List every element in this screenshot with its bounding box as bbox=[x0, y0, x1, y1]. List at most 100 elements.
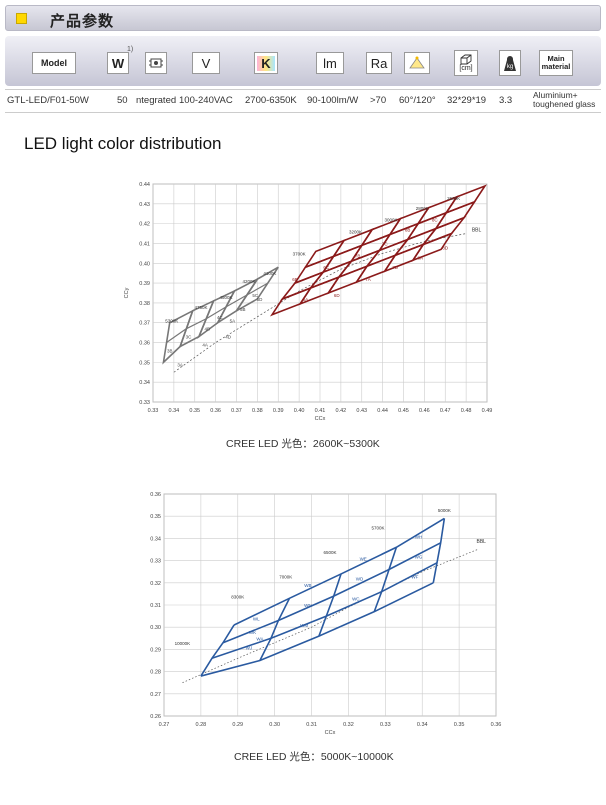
chart1-x-tick-label: 0.46 bbox=[419, 408, 430, 414]
kelvin-chip-label: K bbox=[257, 55, 275, 71]
chart1-x-tick-label: 0.38 bbox=[252, 408, 263, 414]
chart2-bin-label: WB bbox=[304, 583, 311, 588]
chart2-caption: CREE LED 光色：5000K~10000K bbox=[234, 751, 394, 763]
chart2-y-tick-label: 0.29 bbox=[150, 647, 161, 653]
chart1-x-tick-label: 0.33 bbox=[148, 408, 159, 414]
chart1-x-tick-label: 0.42 bbox=[336, 408, 347, 414]
chart2-bin-label: WK bbox=[249, 630, 256, 635]
chart2-bin-label: WD bbox=[356, 577, 364, 582]
spec-watt: 50 bbox=[117, 95, 128, 106]
chart2-bin-label: WE bbox=[360, 557, 367, 562]
chart1-cool-bin-label: 5B bbox=[240, 307, 246, 312]
size-unit-label: [cm] bbox=[459, 64, 473, 72]
chart1-cct-label: 4750K bbox=[195, 305, 208, 310]
section-header-title: 产品参数 bbox=[50, 13, 115, 30]
chart1-caption: CREE LED 光色：2600K~5300K bbox=[226, 438, 380, 450]
chart1-cct-label: 3200K bbox=[349, 230, 362, 235]
chart1-y-tick-label: 0.36 bbox=[139, 341, 150, 347]
spec-chip: ntegrated bbox=[136, 95, 177, 106]
spec-size: 32*29*19 bbox=[447, 95, 487, 106]
watt-superscript: 1) bbox=[127, 46, 134, 53]
chart2-y-tick-label: 0.31 bbox=[150, 603, 161, 609]
chart2-bin-label: WL bbox=[253, 617, 260, 622]
spec-icon-bar: Model W 1) V K lm Ra [cm] kg Main materi… bbox=[5, 36, 601, 86]
chart1-bbl-curve bbox=[173, 233, 467, 373]
chart2-cct-label: 8300K bbox=[231, 594, 244, 599]
chart1-cct-label: 4100K bbox=[263, 271, 276, 276]
chart2-y-tick-label: 0.34 bbox=[150, 536, 161, 542]
chart1-bbl-label: BBL bbox=[472, 228, 482, 234]
chart2-bin-label: WJ bbox=[246, 645, 253, 650]
chart1-y-tick-label: 0.42 bbox=[139, 222, 150, 228]
chart1-y-tick-label: 0.35 bbox=[139, 360, 150, 366]
chart1-cool-bin-divider bbox=[205, 306, 227, 320]
cct-distribution-chart-cool: 0.27 0.28 0.29 0.30 0.31 0.32 0.33 0.34 0.35 0.36… bbox=[150, 492, 502, 736]
chart1-warm-bin-label: 6A bbox=[303, 297, 309, 302]
chart1-x-tick-label: 0.35 bbox=[189, 408, 200, 414]
chart2-bbl-curve bbox=[182, 549, 478, 684]
chart1-x-tick-label: 0.47 bbox=[440, 408, 451, 414]
chart2-x-tick-label: 0.30 bbox=[269, 722, 280, 728]
chart2-y-tick-label: 0.30 bbox=[150, 625, 161, 631]
chart1-y-tick-label: 0.38 bbox=[139, 301, 150, 307]
chart1-y-tick-label: 0.37 bbox=[139, 321, 150, 327]
chart1-cct-label: 2600K bbox=[447, 196, 460, 201]
chart1-cool-bin-label: 4B bbox=[205, 327, 211, 332]
chart1-cool-bin-label: 4C bbox=[217, 315, 224, 320]
chart2-bin-label: WN bbox=[304, 603, 312, 608]
chart1-y-axis-label: CCy bbox=[124, 287, 130, 298]
weight-icon: kg bbox=[499, 50, 521, 76]
chart2-bin-label: WA bbox=[256, 637, 263, 642]
chart2-x-tick-label: 0.33 bbox=[380, 722, 391, 728]
chart2-x-tick-label: 0.34 bbox=[417, 722, 428, 728]
material-chip: Main material bbox=[539, 50, 573, 76]
section-title: LED light color distribution bbox=[24, 134, 222, 153]
chart1-cool-bin-divider bbox=[246, 282, 269, 296]
chart2-cct-label: 5700K bbox=[371, 526, 384, 531]
chart1-cct-label: 2800K bbox=[416, 206, 429, 211]
spec-efficacy: 90-100lm/W bbox=[307, 95, 359, 106]
chart1-cool-bin-label: 3A bbox=[177, 362, 183, 367]
chart1-cool-bin-divider bbox=[166, 328, 187, 344]
chart2-bin-label: WF bbox=[411, 574, 418, 579]
chart1-cool-bin-outline bbox=[235, 266, 279, 312]
chart2-bbl-label: BBL bbox=[477, 539, 487, 545]
chart1-x-tick-label: 0.48 bbox=[461, 408, 472, 414]
yellow-square-icon bbox=[16, 13, 27, 24]
chart2-bin-row-line bbox=[233, 517, 445, 626]
chart2-cct-label: 5000K bbox=[438, 508, 451, 513]
chart1-y-tick-label: 0.44 bbox=[139, 182, 150, 188]
chart2-bin-label: WH bbox=[415, 534, 423, 539]
chart1-cool-bin-label: 4A bbox=[202, 343, 208, 348]
chart2-y-tick-label: 0.27 bbox=[150, 692, 161, 698]
chart1-y-tick-label: 0.40 bbox=[139, 261, 150, 267]
spec-material-line1: Aluminium+ bbox=[533, 90, 578, 100]
chart2-x-tick-label: 0.31 bbox=[306, 722, 317, 728]
chart1-x-tick-label: 0.41 bbox=[315, 408, 326, 414]
chart1-x-tick-label: 0.49 bbox=[482, 408, 493, 414]
chart2-bin-column-line bbox=[432, 518, 446, 583]
spec-material-line2: toughened glass bbox=[533, 99, 596, 109]
dimension-box-icon: [cm] bbox=[454, 50, 478, 76]
chart1-x-tick-label: 0.45 bbox=[398, 408, 409, 414]
chart1-y-tick-label: 0.41 bbox=[139, 241, 150, 247]
spec-ra: >70 bbox=[370, 95, 387, 106]
chart2-y-tick-label: 0.26 bbox=[150, 714, 161, 720]
chart2-x-tick-label: 0.36 bbox=[491, 722, 502, 728]
beam-angle-icon bbox=[404, 52, 430, 74]
chart1-cool-bin-divider bbox=[225, 294, 248, 308]
chart2-bin-label: WC bbox=[352, 597, 360, 602]
chart1-x-tick-label: 0.36 bbox=[210, 408, 221, 414]
chart1-x-tick-label: 0.34 bbox=[169, 408, 180, 414]
chart1-warm-bin-cell bbox=[444, 184, 487, 215]
chart1-warm-bin-label: 6B bbox=[292, 277, 298, 282]
chart2-x-tick-label: 0.28 bbox=[196, 722, 207, 728]
spec-model: GTL-LED/F01-50W bbox=[7, 95, 89, 106]
model-chip: Model bbox=[32, 52, 76, 74]
spec-voltage: 100-240VAC bbox=[179, 95, 233, 106]
chart1-cct-label: 4500K bbox=[220, 295, 233, 300]
spec-material: Aluminium+ toughened glass bbox=[533, 91, 595, 109]
chart1-y-tick-label: 0.33 bbox=[139, 400, 150, 406]
chart1-warm-bin-label: 6D bbox=[334, 293, 341, 298]
kelvin-chip: K bbox=[254, 52, 278, 74]
